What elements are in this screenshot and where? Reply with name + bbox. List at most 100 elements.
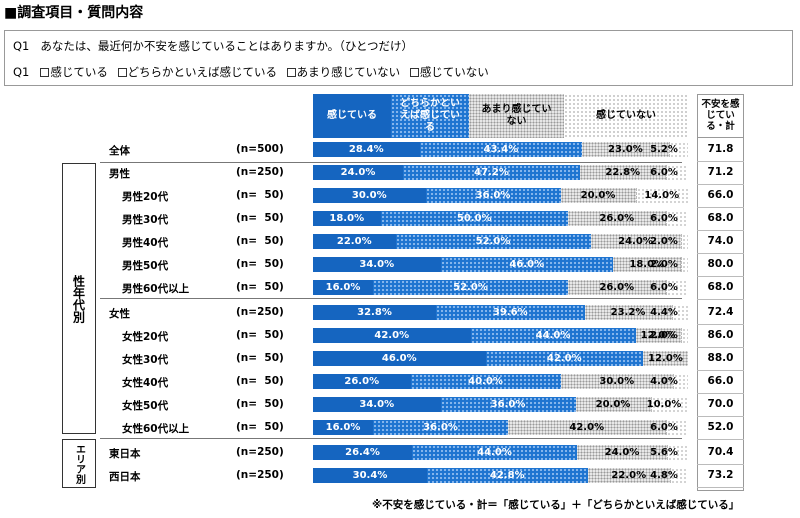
- row-sample-size: (n= 50): [236, 329, 284, 341]
- total-row-line: [697, 253, 744, 254]
- data-label: 6.0%: [650, 422, 678, 433]
- bar-segment: [584, 305, 672, 320]
- data-label: 16.0%: [325, 282, 361, 293]
- data-label: 18.0%: [329, 213, 365, 224]
- bar-segment: [665, 420, 688, 435]
- question-text: あなたは、最近何か不安を感じていることはありますか。（ひとつだけ）: [40, 39, 414, 53]
- row-sample-size: (n= 50): [236, 352, 284, 364]
- option-3: あまり感じていない: [286, 64, 400, 80]
- data-label: 39.6%: [492, 307, 528, 318]
- legend-header-1: 感じている: [313, 94, 391, 138]
- total-value: 52.0: [707, 421, 734, 433]
- row-label: 男性50代: [122, 260, 169, 272]
- row-label: 女性: [109, 308, 130, 320]
- row-label: 女性20代: [122, 331, 169, 343]
- total-row-line: [697, 347, 744, 348]
- data-label: 36.0%: [490, 399, 526, 410]
- bar-segment: [577, 445, 667, 460]
- bar-segment: [313, 351, 486, 366]
- bar-segment: [575, 397, 651, 412]
- separator: [100, 162, 682, 163]
- total-value: 66.0: [707, 189, 734, 201]
- question-box: Q1 あなたは、最近何か不安を感じていることはありますか。（ひとつだけ） Q1 …: [4, 30, 793, 86]
- data-label: 23.2%: [610, 307, 646, 318]
- data-label: 10.0%: [646, 399, 682, 410]
- total-row-line: [697, 276, 744, 277]
- bar-segment: [410, 374, 561, 389]
- group-label-area: エリア別: [73, 443, 85, 484]
- data-label: 46.0%: [509, 259, 545, 270]
- bar-segment: [635, 328, 681, 343]
- checkbox-icon: [409, 68, 419, 77]
- total-header-text: 不安を感じている・計: [701, 99, 740, 132]
- row-sample-size: (n= 50): [236, 235, 284, 247]
- total-row-line: [697, 393, 744, 394]
- total-row-line: [697, 416, 744, 417]
- bar-segment: [419, 142, 583, 157]
- total-value: 68.0: [707, 212, 734, 224]
- data-label: 26.4%: [345, 447, 380, 458]
- row-sample-size: (n=250): [236, 446, 284, 458]
- separator: [100, 298, 682, 299]
- data-label: 6.0%: [650, 282, 678, 293]
- total-value: 70.0: [707, 398, 734, 410]
- bar-segment: [667, 445, 688, 460]
- data-label: 42.0%: [569, 422, 605, 433]
- data-label: 42.0%: [546, 353, 582, 364]
- bar-segment: [425, 188, 561, 203]
- data-label: 12.0%: [640, 330, 676, 341]
- bar-segment: [665, 280, 688, 295]
- bar-segment: [313, 165, 403, 180]
- data-label: 34.0%: [359, 399, 395, 410]
- data-label: 4.0%: [650, 376, 678, 387]
- bar-segment: [485, 351, 643, 366]
- legend-header-4: 感じていない: [564, 94, 688, 138]
- bar-segment: [560, 374, 673, 389]
- total-header: 不安を感じている・計: [697, 94, 744, 138]
- bar-segment: [582, 142, 669, 157]
- total-row-line: [697, 184, 744, 185]
- legend-header-2: どちらかといえば感じている: [391, 94, 469, 138]
- total-value: 71.2: [707, 166, 734, 178]
- total-row-line: [697, 324, 744, 325]
- options-label: Q1: [13, 65, 30, 79]
- total-value: 86.0: [707, 329, 734, 341]
- section-title: ■調査項目・質問内容: [4, 5, 144, 21]
- data-label: 50.0%: [456, 213, 492, 224]
- legend-header-3: あまり感じていない: [469, 94, 564, 138]
- bar-segment: [313, 142, 420, 157]
- total-value: 72.4: [707, 306, 734, 318]
- data-label: 22.0%: [336, 236, 372, 247]
- data-label: 5.2%: [650, 144, 678, 155]
- bar-segment: [313, 468, 427, 483]
- bar-segment: [665, 211, 688, 226]
- data-label: 46.0%: [381, 353, 417, 364]
- data-label: 18.0%: [629, 259, 665, 270]
- bar-segment: [313, 305, 436, 320]
- bar-segment: [313, 188, 426, 203]
- bar-segment: [670, 468, 688, 483]
- total-value: 68.0: [707, 281, 734, 293]
- row-label: 東日本: [109, 448, 141, 460]
- data-label: 14.0%: [644, 190, 680, 201]
- row-sample-size: (n=250): [236, 469, 284, 481]
- total-value: 80.0: [707, 258, 734, 270]
- row-label: 女性40代: [122, 377, 169, 389]
- option-2: どちらかといえば感じている: [117, 64, 277, 80]
- bar-segment: [313, 374, 411, 389]
- data-label: 20.0%: [595, 399, 631, 410]
- checkbox-icon: [40, 68, 50, 77]
- row-sample-size: (n= 50): [236, 212, 284, 224]
- bar-segment: [380, 211, 568, 226]
- bar-segment: [635, 188, 688, 203]
- data-label: 28.4%: [348, 144, 384, 155]
- bar-segment: [313, 420, 373, 435]
- data-label: 40.0%: [468, 376, 503, 387]
- total-value: 88.0: [707, 352, 734, 364]
- group-box-area: [62, 439, 96, 488]
- bar-segment: [587, 468, 670, 483]
- total-row-line: [697, 370, 744, 371]
- bar-segment: [436, 305, 585, 320]
- row-sample-size: (n=250): [236, 306, 284, 318]
- data-label: 42.0%: [374, 330, 410, 341]
